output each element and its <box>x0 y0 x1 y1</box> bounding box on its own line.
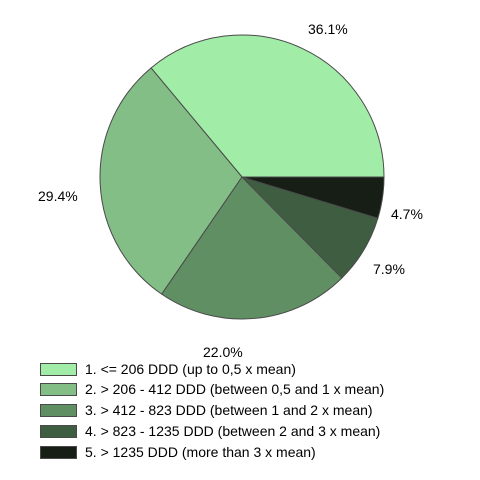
legend-item-2: 2. > 206 - 412 DDD (between 0,5 and 1 x … <box>40 379 384 399</box>
legend-item-4: 4. > 823 - 1235 DDD (between 2 and 3 x m… <box>40 421 380 441</box>
legend-swatch-1 <box>40 362 77 376</box>
pie-slice-3 <box>161 176 343 320</box>
legend-swatch-4 <box>40 424 77 438</box>
legend-item-1: 1. <= 206 DDD (up to 0,5 x mean) <box>40 359 296 379</box>
legend-item-3: 3. > 412 - 823 DDD (between 1 and 2 x me… <box>40 400 373 420</box>
legend-label-4: 4. > 823 - 1235 DDD (between 2 and 3 x m… <box>85 423 381 439</box>
legend-label-1: 1. <= 206 DDD (up to 0,5 x mean) <box>85 361 296 377</box>
legend-label-5: 5. > 1235 DDD (more than 3 x mean) <box>85 444 316 460</box>
slice-label-3: 22.0% <box>203 344 243 360</box>
slice-label-4: 7.9% <box>373 261 405 277</box>
pie-slice-1 <box>150 34 385 178</box>
legend-label-3: 3. > 412 - 823 DDD (between 1 and 2 x me… <box>85 402 373 418</box>
slice-labels: 36.1% 29.4% 22.0% 7.9% 4.7% <box>38 21 423 360</box>
pie-slices <box>99 34 385 320</box>
legend-swatch-5 <box>40 445 77 459</box>
slice-label-1: 36.1% <box>308 21 348 37</box>
legend-label-2: 2. > 206 - 412 DDD (between 0,5 and 1 x … <box>85 381 385 397</box>
pie-slice-2 <box>99 67 243 295</box>
pie-slice-5 <box>241 176 385 219</box>
legend-swatch-2 <box>40 382 77 396</box>
slice-label-2: 29.4% <box>38 188 78 204</box>
slice-label-5: 4.7% <box>391 206 423 222</box>
legend-item-5: 5. > 1235 DDD (more than 3 x mean) <box>40 442 316 462</box>
legend-swatch-3 <box>40 403 77 417</box>
